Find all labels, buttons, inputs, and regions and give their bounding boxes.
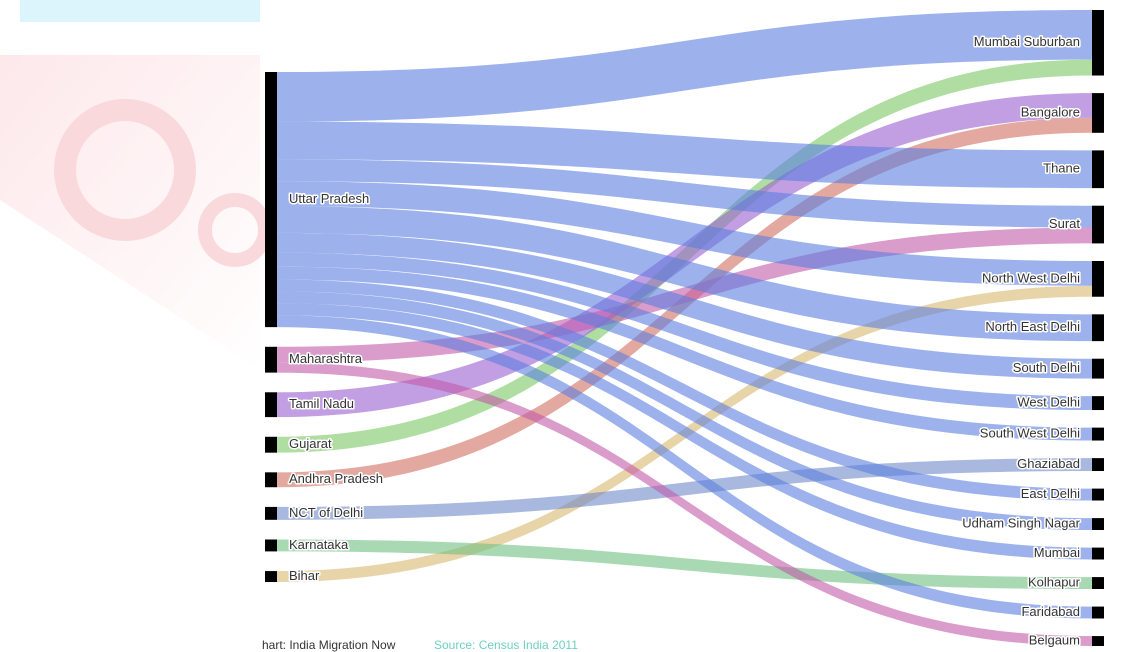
target-label: Thane bbox=[1043, 161, 1080, 176]
link bbox=[277, 181, 1092, 286]
source-label: Gujarat bbox=[289, 436, 332, 451]
link bbox=[277, 227, 1092, 363]
target-node bbox=[1092, 93, 1104, 133]
source-node bbox=[265, 392, 277, 418]
source-node bbox=[265, 436, 277, 453]
link bbox=[277, 10, 1092, 122]
source-label: Andhra Pradesh bbox=[289, 471, 383, 486]
target-node bbox=[1092, 427, 1104, 441]
watermark-gear bbox=[54, 99, 196, 241]
target-label: Surat bbox=[1049, 216, 1080, 231]
target-node bbox=[1092, 606, 1104, 619]
target-node bbox=[1092, 547, 1104, 560]
target-node bbox=[1092, 577, 1104, 589]
link bbox=[277, 121, 1092, 189]
watermark-band bbox=[20, 0, 260, 22]
target-label: Udham Singh Nagar bbox=[962, 515, 1080, 530]
source-label: Maharashtra bbox=[289, 351, 363, 366]
target-label: North East Delhi bbox=[985, 319, 1080, 334]
link bbox=[277, 315, 1092, 619]
target-label: South West Delhi bbox=[980, 426, 1080, 441]
source-label: Uttar Pradesh bbox=[289, 191, 369, 206]
source-node bbox=[265, 506, 277, 520]
link bbox=[277, 159, 1092, 228]
source-label: Bihar bbox=[289, 568, 320, 583]
target-node bbox=[1092, 358, 1104, 379]
link bbox=[277, 303, 1092, 560]
link bbox=[277, 232, 1092, 379]
target-label: Faridabad bbox=[1021, 604, 1080, 619]
link bbox=[277, 206, 1092, 342]
source-node bbox=[265, 346, 277, 373]
target-label: Kolhapur bbox=[1028, 574, 1081, 589]
target-node bbox=[1092, 396, 1104, 411]
target-label: East Delhi bbox=[1021, 486, 1080, 501]
target-node bbox=[1092, 261, 1104, 297]
target-label: Mumbai Suburban bbox=[974, 34, 1080, 49]
source-node bbox=[265, 472, 277, 488]
links bbox=[277, 10, 1092, 646]
source-node bbox=[265, 539, 277, 552]
target-label: West Delhi bbox=[1017, 395, 1080, 410]
link bbox=[277, 362, 1092, 646]
target-node bbox=[1092, 205, 1104, 244]
nodes: Uttar Pradesh Maharashtra Tamil Nadu Gujara… bbox=[265, 10, 1104, 649]
link bbox=[277, 252, 1092, 411]
link bbox=[277, 279, 1092, 501]
target-label: Mumbai bbox=[1034, 545, 1080, 560]
target-node bbox=[1092, 458, 1104, 472]
source-label: Tamil Nadu bbox=[289, 396, 354, 411]
source-node bbox=[265, 72, 277, 328]
target-node bbox=[1092, 518, 1104, 531]
link bbox=[277, 93, 1092, 418]
target-node bbox=[1092, 150, 1104, 189]
watermark bbox=[0, 0, 272, 370]
target-label: Belgaum bbox=[1029, 632, 1080, 647]
source-node bbox=[265, 571, 277, 582]
target-node bbox=[1092, 636, 1104, 646]
target-node bbox=[1092, 488, 1104, 501]
source-note: Source: Census India 2011 bbox=[434, 638, 578, 652]
target-label: North West Delhi bbox=[982, 270, 1080, 285]
source-label: Karnataka bbox=[289, 537, 349, 552]
target-label: Ghaziabad bbox=[1017, 456, 1080, 471]
link bbox=[277, 291, 1092, 531]
target-node bbox=[1092, 10, 1104, 76]
target-node bbox=[1092, 314, 1104, 342]
link bbox=[277, 266, 1092, 441]
credit: hart: India Migration Now bbox=[262, 638, 396, 652]
source-label: NCT of Delhi bbox=[289, 505, 363, 520]
target-label: South Delhi bbox=[1013, 360, 1080, 375]
target-label: Bangalore bbox=[1021, 104, 1080, 119]
